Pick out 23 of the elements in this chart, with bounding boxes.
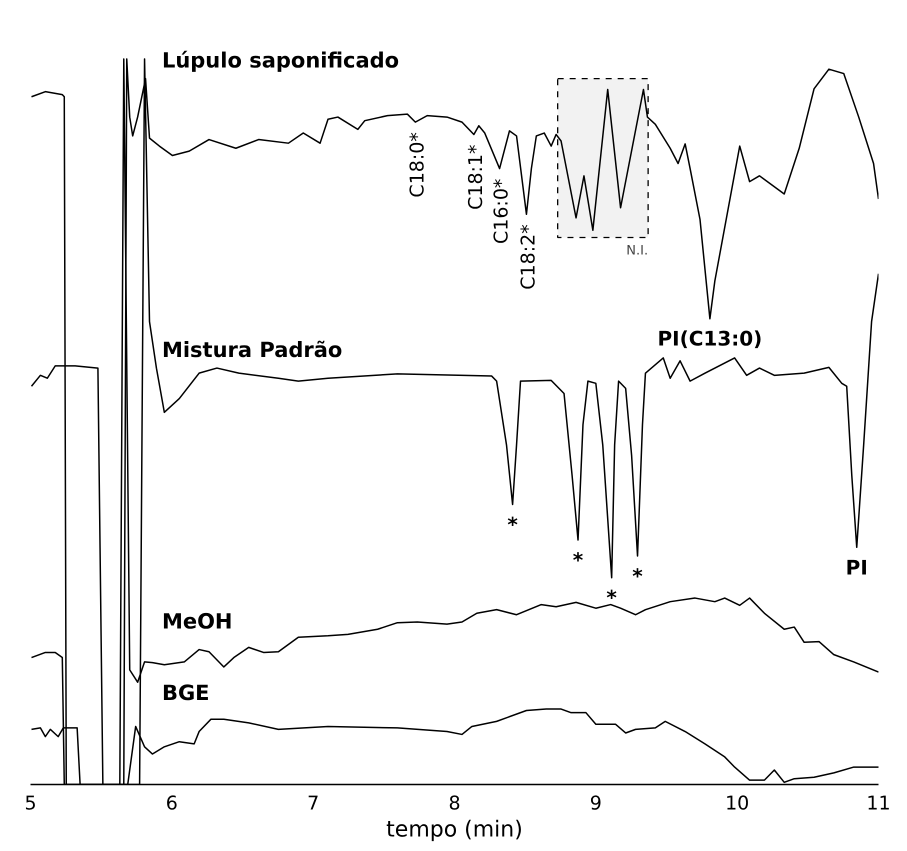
annotation: * bbox=[606, 586, 618, 610]
x-tick-label: 10 bbox=[725, 792, 750, 814]
annotation: * bbox=[572, 548, 584, 572]
annotation: * bbox=[507, 512, 518, 536]
x-tick-label: 9 bbox=[590, 792, 602, 814]
annotation: C18:0* bbox=[406, 132, 428, 198]
x-tick-label: 8 bbox=[448, 792, 461, 814]
x-tick-label: 11 bbox=[866, 792, 891, 814]
annotation: * bbox=[632, 564, 644, 588]
x-tick-label: 6 bbox=[166, 792, 178, 814]
x-tick-label: 5 bbox=[24, 792, 37, 814]
x-tick-label: 7 bbox=[307, 792, 320, 814]
annotation: PI(C13:0) bbox=[657, 326, 762, 351]
annotation: C18:1* bbox=[464, 144, 487, 210]
annotation: PI bbox=[846, 555, 868, 580]
series-label: BGE bbox=[162, 681, 210, 706]
annotation: C16:0* bbox=[490, 178, 513, 244]
annotation: C18:2* bbox=[517, 224, 540, 290]
band-label: N.I. bbox=[626, 243, 648, 258]
x-axis-title: tempo (min) bbox=[386, 818, 523, 842]
series-label: Mistura Padrão bbox=[162, 338, 342, 362]
series-label: MeOH bbox=[162, 609, 233, 634]
series-label: Lúpulo saponificado bbox=[162, 48, 400, 72]
